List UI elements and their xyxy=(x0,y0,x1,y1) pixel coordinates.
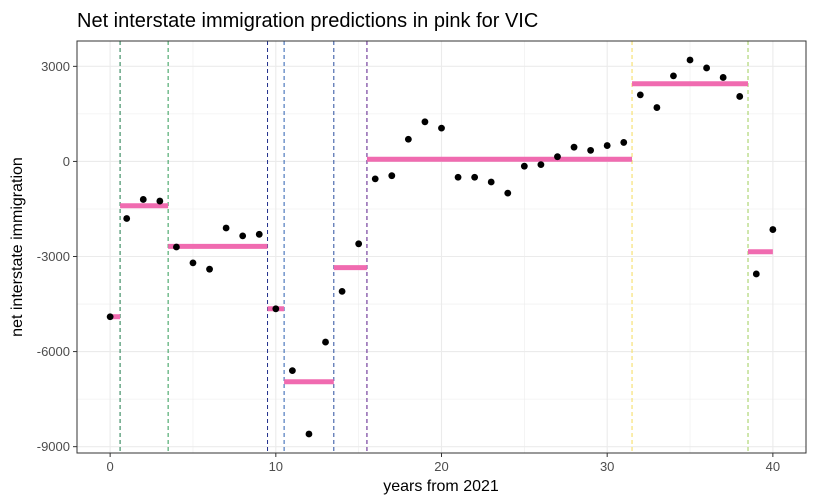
data-point xyxy=(206,265,213,273)
data-point xyxy=(338,287,346,295)
data-point xyxy=(520,162,528,170)
x-tick-label: 0 xyxy=(107,459,114,474)
data-point xyxy=(454,173,462,181)
data-point xyxy=(255,230,263,238)
y-axis-ticks: 3000 0 -3000 -6000 -9000 xyxy=(37,59,77,454)
data-point xyxy=(156,197,164,205)
data-point xyxy=(272,305,280,313)
data-point xyxy=(239,232,247,240)
y-tick-label: -3000 xyxy=(37,249,70,264)
data-points xyxy=(106,56,777,438)
data-point xyxy=(173,243,180,251)
data-point xyxy=(736,93,744,100)
y-axis-title: net interstate immigration xyxy=(9,157,26,337)
y-tick-label: 3000 xyxy=(41,59,70,74)
data-point xyxy=(769,226,777,233)
data-point xyxy=(139,196,147,203)
data-point xyxy=(371,175,379,183)
chart-title: Net interstate immigration predictions i… xyxy=(77,10,538,32)
data-point xyxy=(438,124,445,132)
x-axis-ticks: 0 10 20 30 40 xyxy=(107,453,780,474)
grid xyxy=(77,41,806,453)
data-point xyxy=(686,56,694,64)
data-point xyxy=(305,430,313,438)
data-point xyxy=(355,240,363,248)
data-point xyxy=(421,118,429,126)
data-point xyxy=(222,224,230,232)
x-tick-label: 40 xyxy=(766,459,780,474)
data-point xyxy=(570,143,578,151)
data-point xyxy=(719,74,727,81)
data-point xyxy=(537,161,545,169)
data-point xyxy=(471,173,479,181)
data-point xyxy=(587,146,595,154)
data-point xyxy=(189,259,197,267)
data-point xyxy=(554,153,561,161)
y-tick-label: -6000 xyxy=(37,344,70,359)
data-point xyxy=(106,313,114,321)
x-tick-label: 20 xyxy=(434,459,448,474)
data-point xyxy=(653,104,661,111)
data-point xyxy=(487,178,495,186)
data-point xyxy=(322,338,329,346)
data-point xyxy=(123,215,131,222)
y-tick-label: -9000 xyxy=(37,439,70,454)
x-tick-label: 10 xyxy=(269,459,283,474)
prediction-segments xyxy=(108,81,773,385)
data-point xyxy=(620,139,628,146)
x-tick-label: 30 xyxy=(600,459,614,474)
data-point xyxy=(504,189,512,197)
data-point xyxy=(404,135,412,143)
data-point xyxy=(670,72,677,80)
data-point xyxy=(752,270,760,278)
x-axis-title: years from 2021 xyxy=(383,478,499,495)
y-tick-label: 0 xyxy=(63,154,70,169)
data-point xyxy=(388,172,396,180)
data-point xyxy=(288,367,296,374)
data-point xyxy=(636,91,644,99)
data-point xyxy=(603,142,611,149)
data-point xyxy=(703,64,710,72)
